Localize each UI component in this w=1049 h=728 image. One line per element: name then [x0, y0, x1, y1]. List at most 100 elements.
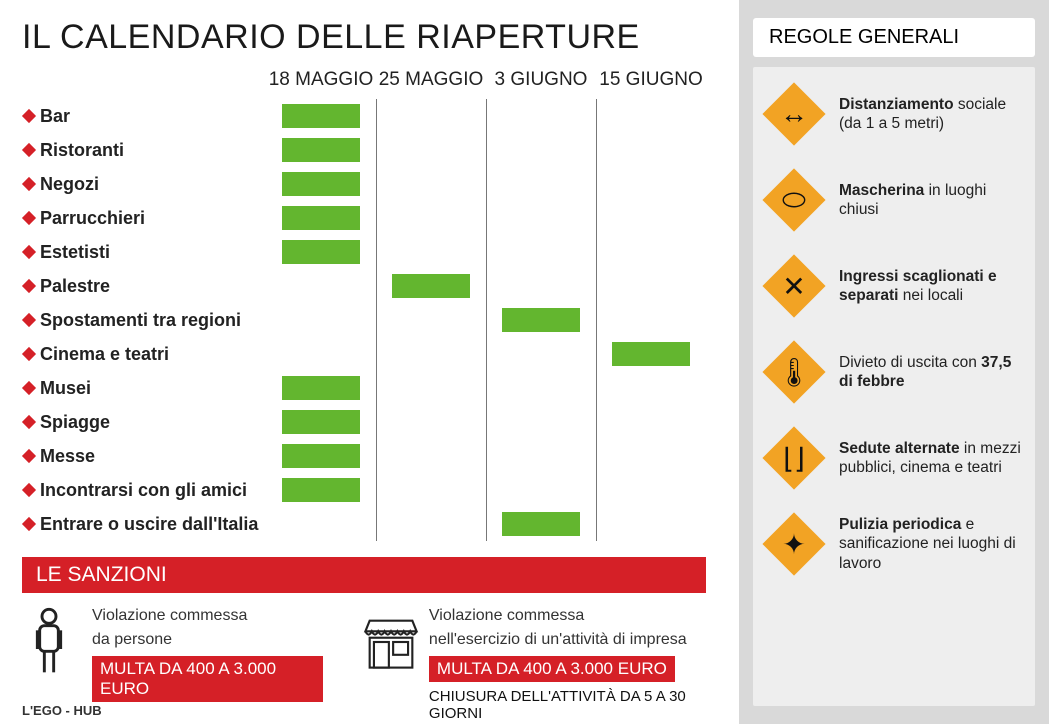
calendar-cell — [266, 405, 376, 439]
bullet-icon — [22, 177, 36, 191]
calendar-cell — [266, 507, 376, 541]
row-label: Bar — [22, 99, 266, 133]
rule-icon: ✦ — [763, 513, 825, 575]
open-bar — [282, 138, 360, 162]
calendar-cell — [266, 167, 376, 201]
calendar-cell — [266, 439, 376, 473]
rule-icon: ↔ — [763, 83, 825, 145]
calendar-cell — [376, 133, 486, 167]
open-bar — [282, 444, 360, 468]
calendar-cell — [596, 99, 706, 133]
rule-text: Ingressi scaglionati e separati nei loca… — [839, 267, 1025, 306]
shop-icon — [359, 607, 413, 677]
calendar-cell — [486, 405, 596, 439]
calendar-cell — [486, 201, 596, 235]
calendar-cell — [596, 337, 706, 371]
row-label: Spostamenti tra regioni — [22, 303, 266, 337]
rule-item: ✕ Ingressi scaglionati e separati nei loc… — [763, 255, 1025, 317]
sanctions-heading: LE SANZIONI — [22, 557, 706, 593]
person-icon — [22, 607, 76, 677]
page-title: IL CALENDARIO DELLE RIAPERTURE — [22, 18, 725, 57]
rule-icon: ✕ — [763, 255, 825, 317]
calendar-cell — [376, 235, 486, 269]
rule-text: Sedute alternate in mezzi pubblici, cine… — [839, 439, 1025, 478]
bullet-icon — [22, 483, 36, 497]
calendar-cell — [596, 201, 706, 235]
calendar-cell — [266, 201, 376, 235]
calendar-cell — [376, 371, 486, 405]
calendar-cell — [486, 303, 596, 337]
calendar-cell — [266, 337, 376, 371]
bullet-icon — [22, 449, 36, 463]
calendar-cell — [486, 269, 596, 303]
calendar-cell — [376, 99, 486, 133]
row-label: Estetisti — [22, 235, 266, 269]
calendar-cell — [596, 473, 706, 507]
column-header: 18 MAGGIO — [266, 63, 376, 99]
open-bar — [612, 342, 690, 366]
open-bar — [282, 478, 360, 502]
calendar-cell — [376, 473, 486, 507]
calendar-cell — [266, 133, 376, 167]
calendar-cell — [596, 235, 706, 269]
calendar-cell — [486, 99, 596, 133]
row-label: Musei — [22, 371, 266, 405]
column-header: 15 GIUGNO — [596, 63, 706, 99]
open-bar — [282, 410, 360, 434]
calendar-cell — [486, 167, 596, 201]
calendar-cell — [376, 337, 486, 371]
bullet-icon — [22, 381, 36, 395]
bullet-icon — [22, 517, 36, 531]
calendar-cell — [376, 439, 486, 473]
calendar-cell — [596, 133, 706, 167]
row-label: Messe — [22, 439, 266, 473]
rules-heading: REGOLE GENERALI — [753, 18, 1035, 57]
bullet-icon — [22, 143, 36, 157]
row-label: Cinema e teatri — [22, 337, 266, 371]
calendar-cell — [596, 303, 706, 337]
calendar-cell — [486, 439, 596, 473]
calendar-cell — [486, 507, 596, 541]
rule-item: ⌊⌋ Sedute alternate in mezzi pubblici, ci… — [763, 427, 1025, 489]
calendar-cell — [266, 99, 376, 133]
calendar-cell — [376, 507, 486, 541]
open-bar — [282, 240, 360, 264]
calendar-cell — [266, 269, 376, 303]
calendar-cell — [596, 371, 706, 405]
rule-text: Distanziamento sociale (da 1 a 5 metri) — [839, 95, 1025, 134]
sanction-item: Violazione commessanell'esercizio di un'… — [359, 607, 725, 722]
calendar-cell — [486, 235, 596, 269]
rule-item: ✦Pulizia periodica e sanificazione nei l… — [763, 513, 1025, 575]
rule-item: ↔ Distanziamento sociale (da 1 a 5 metri) — [763, 83, 1025, 145]
fine-badge: MULTA DA 400 A 3.000 EURO — [429, 656, 675, 682]
row-label: Entrare o uscire dall'Italia — [22, 507, 266, 541]
rule-item: 🌡Divieto di uscita con 37,5 di febbre — [763, 341, 1025, 403]
bullet-icon — [22, 415, 36, 429]
bullet-icon — [22, 279, 36, 293]
row-label: Spiagge — [22, 405, 266, 439]
calendar-cell — [376, 405, 486, 439]
calendar-cell — [486, 371, 596, 405]
column-header: 3 GIUGNO — [486, 63, 596, 99]
open-bar — [282, 104, 360, 128]
open-bar — [282, 376, 360, 400]
rule-text: Mascherina in luoghi chiusi — [839, 181, 1025, 220]
calendar-cell — [376, 201, 486, 235]
credit: L'EGO - HUB — [22, 703, 102, 718]
row-label: Palestre — [22, 269, 266, 303]
open-bar — [502, 512, 580, 536]
open-bar — [392, 274, 470, 298]
rule-item: ⬭Mascherina in luoghi chiusi — [763, 169, 1025, 231]
row-label: Negozi — [22, 167, 266, 201]
bullet-icon — [22, 109, 36, 123]
rule-icon: 🌡 — [763, 341, 825, 403]
calendar-cell — [376, 303, 486, 337]
calendar-cell — [266, 473, 376, 507]
column-header: 25 MAGGIO — [376, 63, 486, 99]
rule-icon: ⌊⌋ — [763, 427, 825, 489]
bullet-icon — [22, 211, 36, 225]
closure-text: CHIUSURA DELL'ATTIVITÀ DA 5 A 30 GIORNI — [429, 688, 725, 722]
calendar-cell — [376, 167, 486, 201]
calendar-cell — [266, 235, 376, 269]
open-bar — [282, 172, 360, 196]
